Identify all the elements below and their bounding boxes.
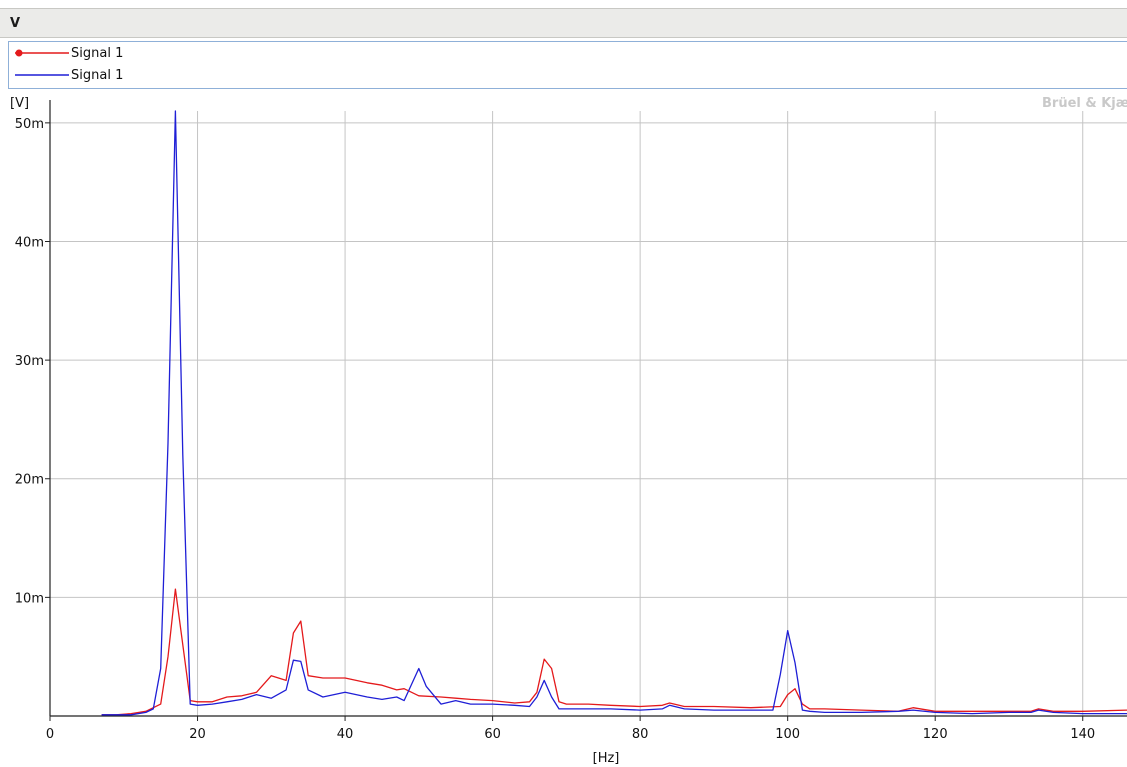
x-tick-label: 80 [632, 727, 649, 742]
x-tick-label: 40 [337, 727, 354, 742]
window-title: V [10, 16, 21, 31]
legend[interactable]: Signal 1 Signal 1 [8, 41, 1127, 89]
legend-label: Signal 1 [71, 46, 124, 61]
series-layer [101, 110, 1127, 716]
x-tick-label: 20 [189, 727, 206, 742]
x-tick-label: 120 [923, 727, 948, 742]
tick-labels: 0 20 40 60 80 100 120 140 10m 20m 30m 40m 50m [15, 117, 1095, 742]
brand-watermark: Brüel & Kjær [1042, 96, 1127, 111]
red-line-marker-icon [15, 49, 69, 57]
legend-item-signal-1-red[interactable]: Signal 1 [9, 44, 309, 64]
x-tick-label: 0 [46, 727, 54, 742]
blue-line-icon [15, 74, 69, 76]
y-tick-label: 10m [15, 591, 44, 606]
series-line-signal-1-red[interactable] [101, 588, 1127, 716]
legend-item-signal-1-blue[interactable]: Signal 1 [9, 66, 309, 86]
x-tick-label: 140 [1070, 727, 1095, 742]
y-tick-label: 20m [15, 473, 44, 488]
series-line-signal-1-blue[interactable] [101, 110, 1127, 716]
axes [45, 100, 1127, 721]
x-axis-label: [Hz] [593, 751, 620, 766]
legend-label: Signal 1 [71, 68, 124, 83]
x-tick-label: 60 [484, 727, 501, 742]
y-axis-label: [V] [10, 96, 29, 111]
window-title-bar: V [0, 8, 1127, 38]
y-tick-label: 40m [15, 235, 44, 250]
grid [50, 111, 1127, 716]
y-tick-label: 50m [15, 117, 44, 132]
y-tick-label: 30m [15, 354, 44, 369]
x-tick-label: 100 [775, 727, 800, 742]
